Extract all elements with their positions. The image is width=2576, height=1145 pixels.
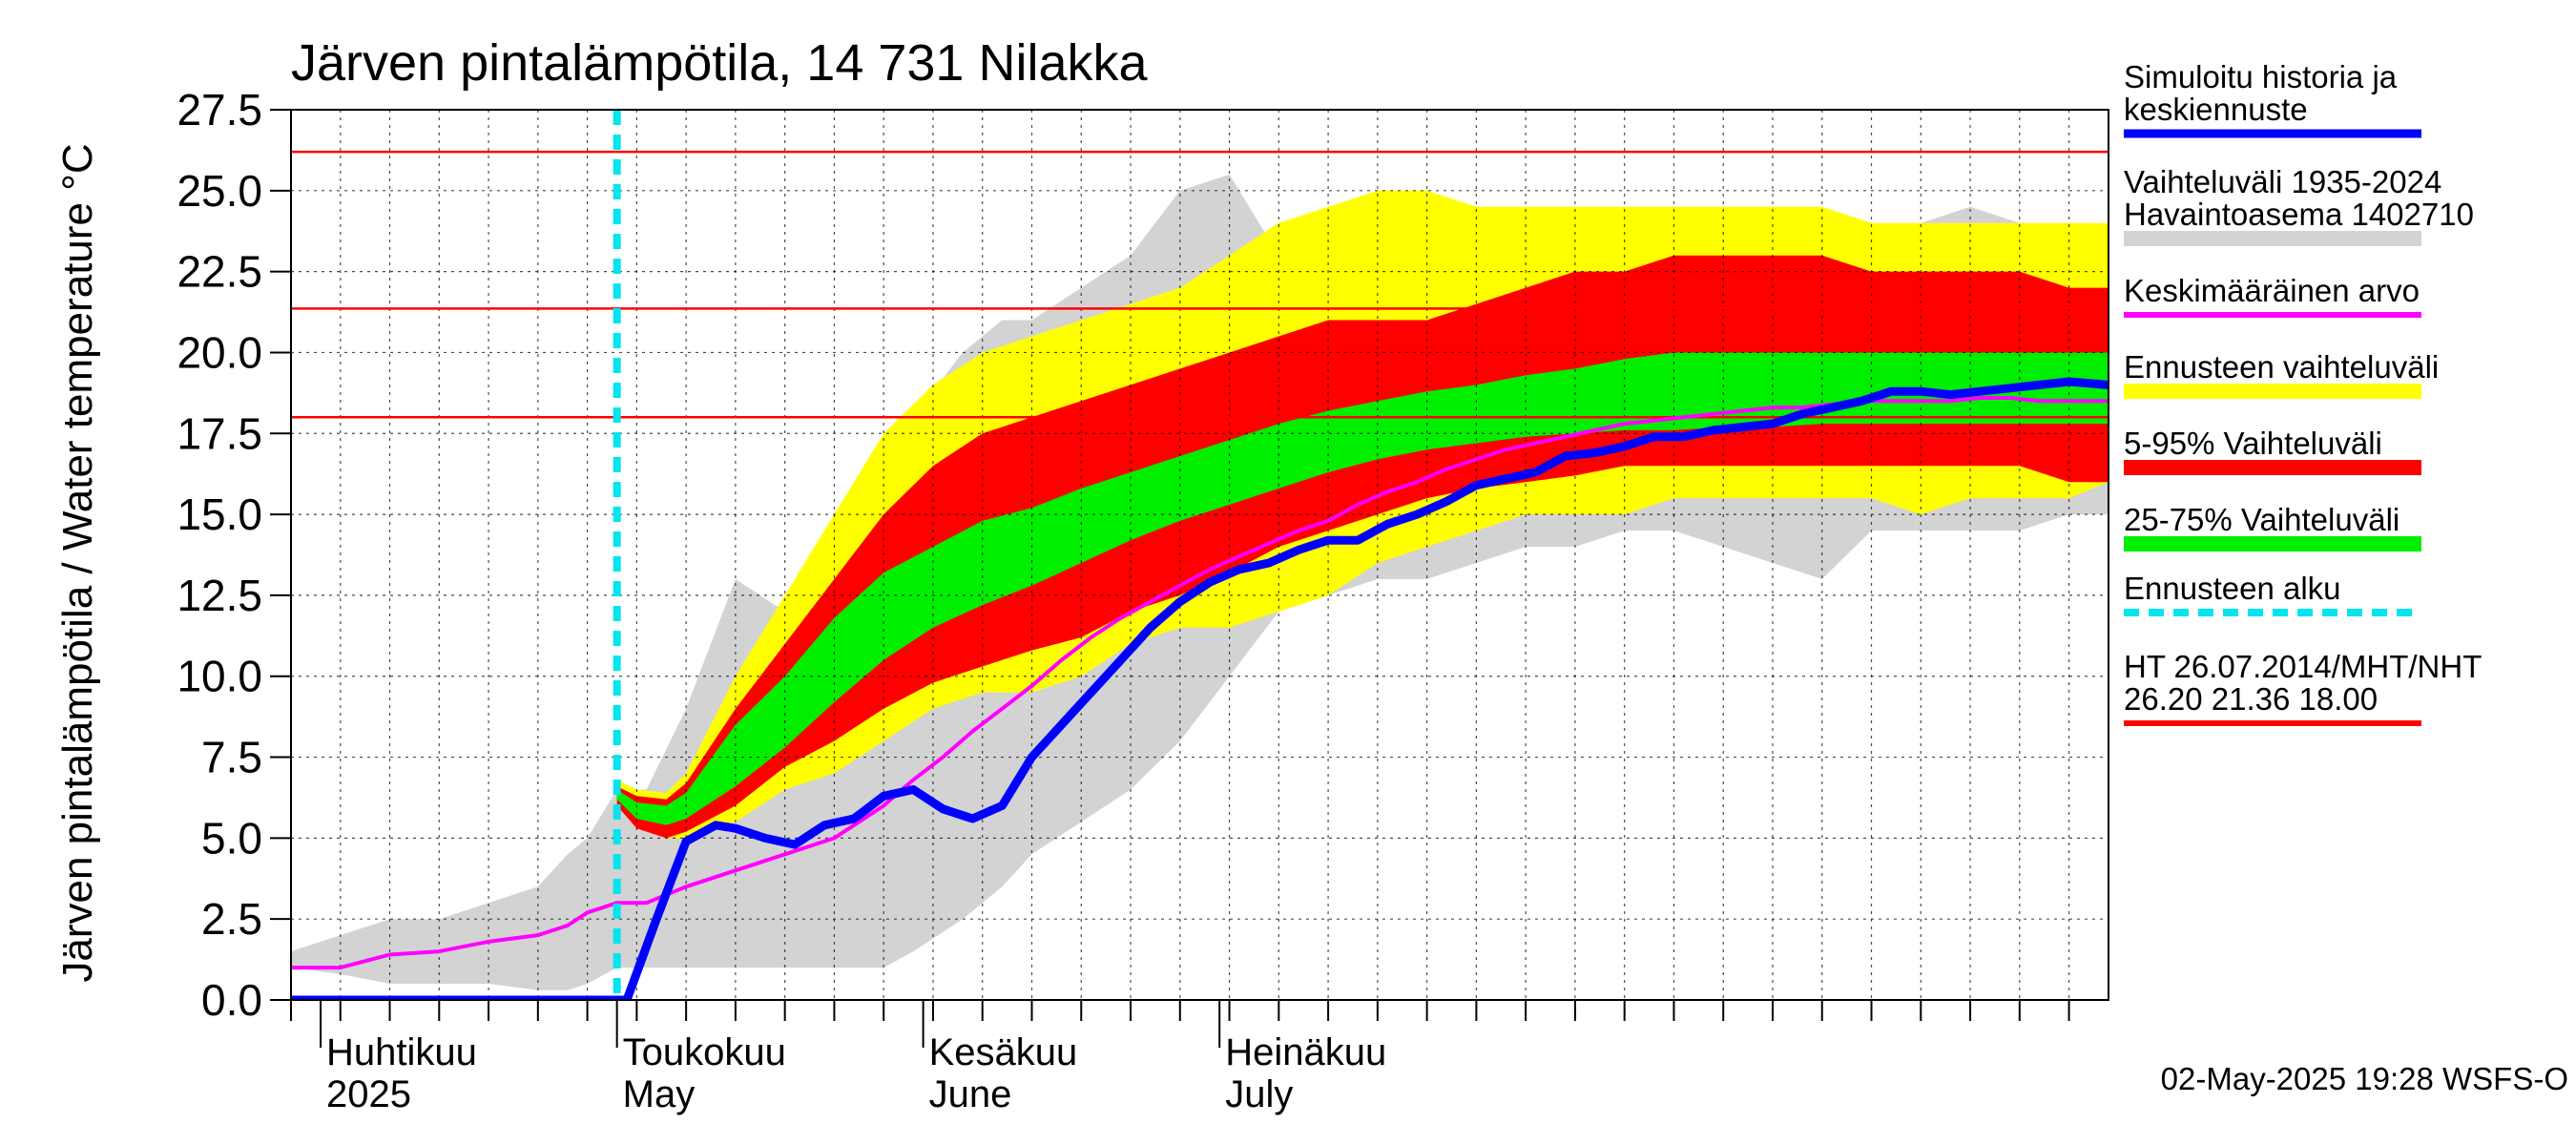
legend-label: 26.20 21.36 18.00 bbox=[2124, 681, 2378, 717]
y-tick-label: 12.5 bbox=[177, 571, 262, 620]
month-label-en: May bbox=[623, 1073, 696, 1115]
month-label-fi: Huhtikuu bbox=[326, 1031, 477, 1073]
timestamp-footer: 02-May-2025 19:28 WSFS-O bbox=[2161, 1061, 2568, 1096]
legend-label: Ennusteen vaihteluväli bbox=[2124, 349, 2439, 385]
legend-label: Ennusteen alku bbox=[2124, 571, 2341, 606]
y-tick-label: 20.0 bbox=[177, 327, 262, 377]
y-tick-label: 15.0 bbox=[177, 489, 262, 539]
legend-label: Vaihteluväli 1935-2024 bbox=[2124, 164, 2441, 199]
month-label-en: 2025 bbox=[326, 1073, 411, 1115]
y-axis-ticks: 0.0 2.5 5.0 7.5 10.0 12.5 15.0 17.5 20.0 22.5 25.0… bbox=[177, 85, 291, 1025]
y-tick-label: 0.0 bbox=[201, 975, 262, 1025]
y-tick-label: 22.5 bbox=[177, 247, 262, 297]
y-tick-label: 25.0 bbox=[177, 166, 262, 216]
month-label-en: July bbox=[1225, 1073, 1293, 1115]
plot-frame bbox=[290, 109, 2109, 1001]
y-tick-label: 17.5 bbox=[177, 408, 262, 458]
legend-label: Simuloitu historia ja bbox=[2124, 59, 2398, 94]
y-tick-label: 7.5 bbox=[201, 733, 262, 782]
month-label-fi: Heinäkuu bbox=[1225, 1031, 1386, 1073]
chart-title: Järven pintalämpötila, 14 731 Nilakka bbox=[291, 34, 1148, 92]
y-axis-label: Järven pintalämpötila / Water temperatur… bbox=[54, 143, 101, 982]
plot-area bbox=[291, 110, 2109, 1000]
legend-label: Keskimääräinen arvo bbox=[2124, 273, 2420, 308]
legend-label: HT 26.07.2014/MHT/NHT bbox=[2124, 649, 2482, 684]
legend-label: keskiennuste bbox=[2124, 92, 2308, 127]
month-label-fi: Toukokuu bbox=[623, 1031, 786, 1073]
y-tick-label: 10.0 bbox=[177, 652, 262, 701]
y-tick-label: 2.5 bbox=[201, 894, 262, 944]
y-tick-label: 27.5 bbox=[177, 85, 262, 135]
month-label-en: June bbox=[929, 1073, 1012, 1115]
legend-label: Havaintoasema 1402710 bbox=[2124, 197, 2474, 232]
legend-label: 25-75% Vaihteluväli bbox=[2124, 502, 2399, 537]
month-label-fi: Kesäkuu bbox=[929, 1031, 1078, 1073]
forecast-line bbox=[291, 377, 2109, 1000]
y-tick-label: 5.0 bbox=[201, 813, 262, 863]
legend-label: 5-95% Vaihteluväli bbox=[2124, 426, 2382, 461]
